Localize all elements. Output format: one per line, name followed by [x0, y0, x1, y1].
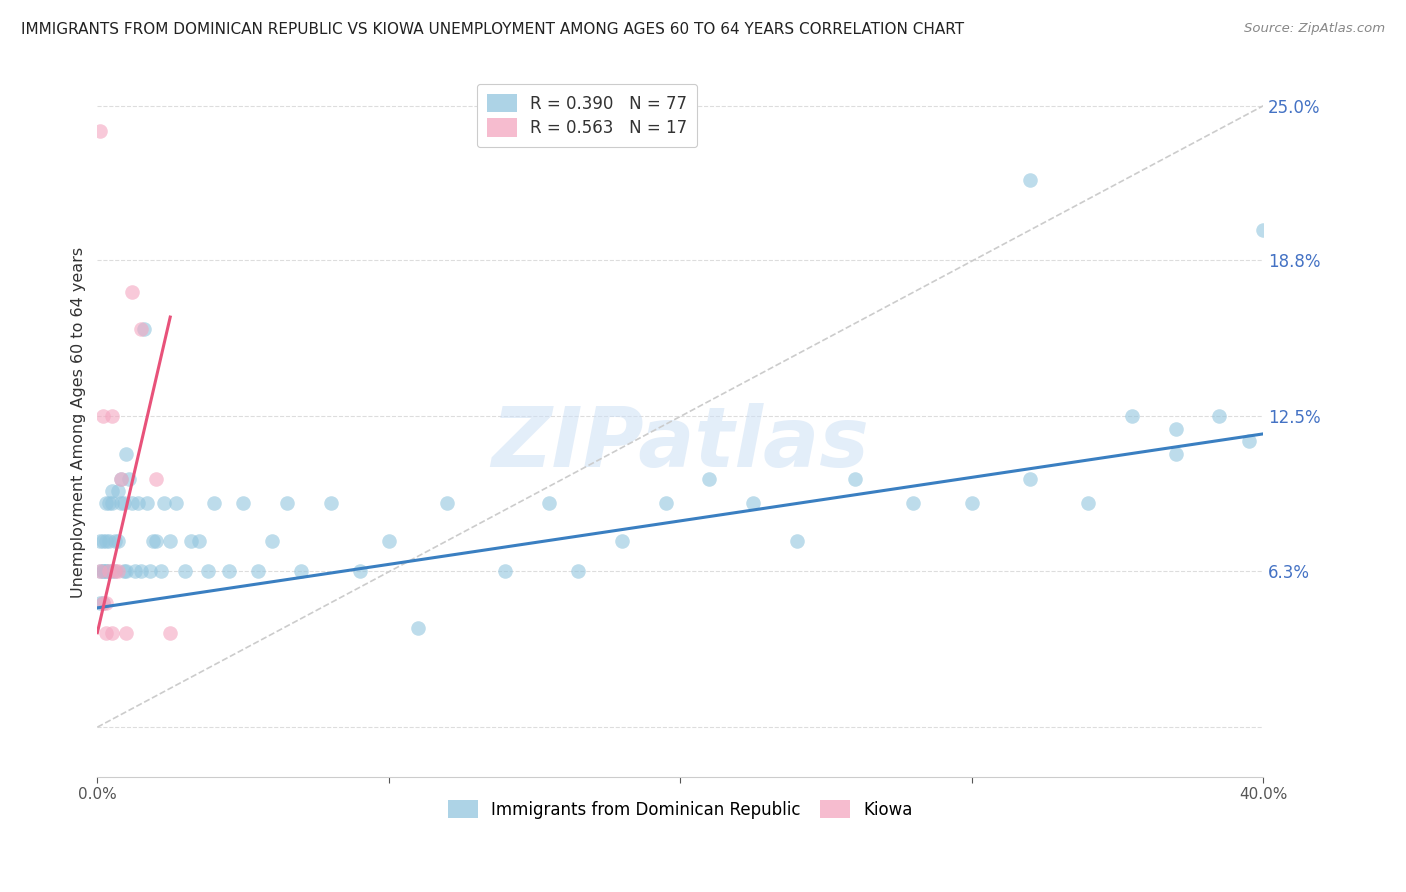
- Point: [94, 496, 117, 510]
- Point: [960, 496, 983, 510]
- Point: [94, 533, 117, 548]
- Point: [94, 564, 117, 578]
- Point: [844, 472, 866, 486]
- Point: [101, 483, 124, 498]
- Point: [1019, 173, 1042, 187]
- Point: [132, 322, 155, 336]
- Point: [903, 496, 925, 510]
- Point: [101, 496, 124, 510]
- Point: [89, 564, 111, 578]
- Point: [94, 564, 117, 578]
- Point: [197, 564, 219, 578]
- Point: [127, 496, 149, 510]
- Point: [98, 496, 121, 510]
- Point: [89, 596, 111, 610]
- Point: [107, 564, 129, 578]
- Point: [101, 409, 124, 424]
- Point: [129, 322, 152, 336]
- Point: [124, 564, 146, 578]
- Point: [110, 472, 132, 486]
- Point: [1208, 409, 1230, 424]
- Point: [91, 596, 114, 610]
- Point: [567, 564, 589, 578]
- Point: [159, 533, 181, 548]
- Point: [107, 533, 129, 548]
- Point: [262, 533, 284, 548]
- Point: [165, 496, 187, 510]
- Point: [1251, 223, 1274, 237]
- Point: [232, 496, 254, 510]
- Point: [104, 564, 127, 578]
- Point: [188, 533, 211, 548]
- Point: [121, 285, 143, 300]
- Point: [1077, 496, 1099, 510]
- Text: ZIPatlas: ZIPatlas: [491, 403, 869, 484]
- Point: [107, 483, 129, 498]
- Point: [110, 472, 132, 486]
- Point: [246, 564, 269, 578]
- Point: [538, 496, 561, 510]
- Y-axis label: Unemployment Among Ages 60 to 64 years: Unemployment Among Ages 60 to 64 years: [72, 247, 86, 599]
- Point: [91, 564, 114, 578]
- Point: [94, 596, 117, 610]
- Point: [742, 496, 765, 510]
- Point: [98, 564, 121, 578]
- Point: [436, 496, 458, 510]
- Point: [112, 496, 135, 510]
- Point: [104, 533, 127, 548]
- Point: [91, 596, 114, 610]
- Point: [91, 533, 114, 548]
- Point: [89, 564, 111, 578]
- Point: [786, 533, 808, 548]
- Point: [349, 564, 371, 578]
- Point: [135, 496, 157, 510]
- Point: [159, 625, 181, 640]
- Point: [89, 533, 111, 548]
- Point: [1164, 447, 1187, 461]
- Point: [110, 496, 132, 510]
- Legend: Immigrants from Dominican Republic, Kiowa: Immigrants from Dominican Republic, Kiow…: [441, 793, 920, 825]
- Point: [290, 564, 312, 578]
- Point: [101, 625, 124, 640]
- Point: [91, 409, 114, 424]
- Point: [153, 496, 176, 510]
- Point: [202, 496, 225, 510]
- Point: [1164, 422, 1187, 436]
- Point: [145, 472, 167, 486]
- Point: [1121, 409, 1143, 424]
- Point: [91, 564, 114, 578]
- Point: [98, 564, 121, 578]
- Point: [406, 621, 429, 635]
- Point: [699, 472, 721, 486]
- Point: [180, 533, 202, 548]
- Point: [115, 625, 138, 640]
- Point: [150, 564, 173, 578]
- Point: [101, 564, 124, 578]
- Point: [378, 533, 401, 548]
- Point: [115, 564, 138, 578]
- Point: [142, 533, 165, 548]
- Point: [218, 564, 240, 578]
- Point: [129, 564, 152, 578]
- Point: [494, 564, 516, 578]
- Point: [1237, 434, 1260, 449]
- Point: [98, 533, 121, 548]
- Text: IMMIGRANTS FROM DOMINICAN REPUBLIC VS KIOWA UNEMPLOYMENT AMONG AGES 60 TO 64 YEA: IMMIGRANTS FROM DOMINICAN REPUBLIC VS KI…: [21, 22, 965, 37]
- Point: [121, 496, 143, 510]
- Point: [115, 447, 138, 461]
- Text: Source: ZipAtlas.com: Source: ZipAtlas.com: [1244, 22, 1385, 36]
- Point: [654, 496, 676, 510]
- Point: [145, 533, 167, 548]
- Point: [104, 564, 127, 578]
- Point: [319, 496, 342, 510]
- Point: [139, 564, 162, 578]
- Point: [1019, 472, 1042, 486]
- Point: [276, 496, 298, 510]
- Point: [94, 625, 117, 640]
- Point: [89, 123, 111, 137]
- Point: [112, 564, 135, 578]
- Point: [610, 533, 633, 548]
- Point: [118, 472, 141, 486]
- Point: [173, 564, 195, 578]
